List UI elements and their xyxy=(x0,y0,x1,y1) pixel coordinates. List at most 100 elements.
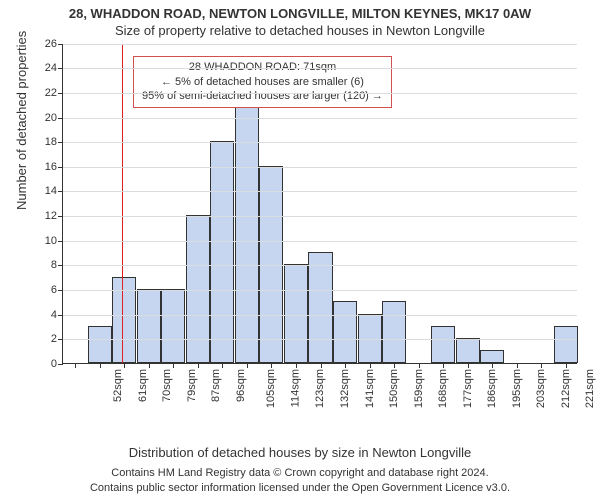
xtick-mark xyxy=(173,363,174,368)
ytick-label: 6 xyxy=(51,284,57,296)
ytick-mark xyxy=(58,118,63,119)
xtick-label: 105sqm xyxy=(266,369,278,408)
title-block: 28, WHADDON ROAD, NEWTON LONGVILLE, MILT… xyxy=(0,0,600,40)
x-axis-label: Distribution of detached houses by size … xyxy=(0,445,600,460)
ytick-mark xyxy=(58,364,63,365)
xtick-mark xyxy=(345,363,346,368)
grid-line xyxy=(63,142,577,143)
ytick-label: 4 xyxy=(51,309,57,321)
xtick-label: 132sqm xyxy=(339,369,351,408)
xtick-label: 177sqm xyxy=(462,369,474,408)
ytick-mark xyxy=(58,167,63,168)
ytick-mark xyxy=(58,241,63,242)
grid-line xyxy=(63,44,577,45)
grid-line xyxy=(63,167,577,168)
ytick-label: 2 xyxy=(51,333,57,345)
ytick-mark xyxy=(58,216,63,217)
ytick-label: 24 xyxy=(45,62,57,74)
grid-line xyxy=(63,290,577,291)
bar xyxy=(554,326,578,363)
grid-line xyxy=(63,68,577,69)
annotation-box: 28 WHADDON ROAD: 71sqm ← 5% of detached … xyxy=(133,56,392,109)
xtick-mark xyxy=(222,363,223,368)
xtick-label: 96sqm xyxy=(235,369,247,402)
xtick-mark xyxy=(75,363,76,368)
ytick-label: 20 xyxy=(45,112,57,124)
ytick-mark xyxy=(58,68,63,69)
xtick-mark xyxy=(394,363,395,368)
xtick-label: 141sqm xyxy=(364,369,376,408)
grid-line xyxy=(63,315,577,316)
xtick-mark xyxy=(271,363,272,368)
bar xyxy=(382,301,406,363)
xtick-mark xyxy=(566,363,567,368)
plot-area: 28 WHADDON ROAD: 71sqm ← 5% of detached … xyxy=(62,44,577,364)
xtick-label: 52sqm xyxy=(112,369,124,402)
xtick-mark xyxy=(541,363,542,368)
xtick-mark xyxy=(517,363,518,368)
xtick-mark xyxy=(492,363,493,368)
xtick-label: 79sqm xyxy=(186,369,198,402)
xtick-label: 159sqm xyxy=(413,369,425,408)
bar xyxy=(284,264,308,362)
xtick-label: 203sqm xyxy=(535,369,547,408)
xtick-label: 87sqm xyxy=(210,369,222,402)
footer: Contains HM Land Registry data © Crown c… xyxy=(0,466,600,496)
chart-subtitle: Size of property relative to detached ho… xyxy=(0,23,600,40)
ytick-mark xyxy=(58,265,63,266)
footer-line2: Contains public sector information licen… xyxy=(0,481,600,496)
chart-title: 28, WHADDON ROAD, NEWTON LONGVILLE, MILT… xyxy=(0,6,600,23)
xtick-mark xyxy=(419,363,420,368)
plot-frame: 28 WHADDON ROAD: 71sqm ← 5% of detached … xyxy=(62,44,577,364)
ytick-label: 18 xyxy=(45,136,57,148)
bar xyxy=(137,289,161,363)
xtick-label: 221sqm xyxy=(584,369,596,408)
bar xyxy=(431,326,455,363)
xtick-label: 195sqm xyxy=(511,369,523,408)
xtick-mark xyxy=(124,363,125,368)
xtick-mark xyxy=(468,363,469,368)
grid-line xyxy=(63,118,577,119)
grid-line xyxy=(63,241,577,242)
ytick-mark xyxy=(58,44,63,45)
bar xyxy=(88,326,112,363)
grid-line xyxy=(63,216,577,217)
chart-container: 28, WHADDON ROAD, NEWTON LONGVILLE, MILT… xyxy=(0,0,600,500)
xtick-label: 168sqm xyxy=(437,369,449,408)
xtick-label: 150sqm xyxy=(388,369,400,408)
xtick-label: 186sqm xyxy=(486,369,498,408)
y-axis-label: Number of detached properties xyxy=(14,31,29,210)
xtick-mark xyxy=(149,363,150,368)
bar xyxy=(333,301,357,363)
grid-line xyxy=(63,339,577,340)
ytick-mark xyxy=(58,142,63,143)
ytick-label: 14 xyxy=(45,185,57,197)
xtick-mark xyxy=(443,363,444,368)
xtick-mark xyxy=(370,363,371,368)
ytick-label: 12 xyxy=(45,210,57,222)
bar xyxy=(161,289,185,363)
annotation-line1: 28 WHADDON ROAD: 71sqm xyxy=(142,60,383,75)
annotation-line3: 95% of semi-detached houses are larger (… xyxy=(142,89,383,104)
bar xyxy=(210,141,234,363)
ytick-mark xyxy=(58,315,63,316)
xtick-label: 212sqm xyxy=(560,369,572,408)
grid-line xyxy=(63,191,577,192)
xtick-label: 114sqm xyxy=(289,369,301,407)
ytick-label: 8 xyxy=(51,259,57,271)
ytick-label: 16 xyxy=(45,161,57,173)
bar xyxy=(456,338,480,363)
ytick-mark xyxy=(58,93,63,94)
footer-line1: Contains HM Land Registry data © Crown c… xyxy=(0,466,600,481)
xtick-label: 123sqm xyxy=(315,369,327,408)
xtick-mark xyxy=(198,363,199,368)
xtick-mark xyxy=(296,363,297,368)
bar xyxy=(259,166,283,363)
grid-line xyxy=(63,93,577,94)
xtick-mark xyxy=(100,363,101,368)
xtick-label: 61sqm xyxy=(137,369,149,402)
ytick-label: 10 xyxy=(45,235,57,247)
bar xyxy=(480,350,504,362)
ytick-label: 22 xyxy=(45,87,57,99)
ytick-mark xyxy=(58,339,63,340)
